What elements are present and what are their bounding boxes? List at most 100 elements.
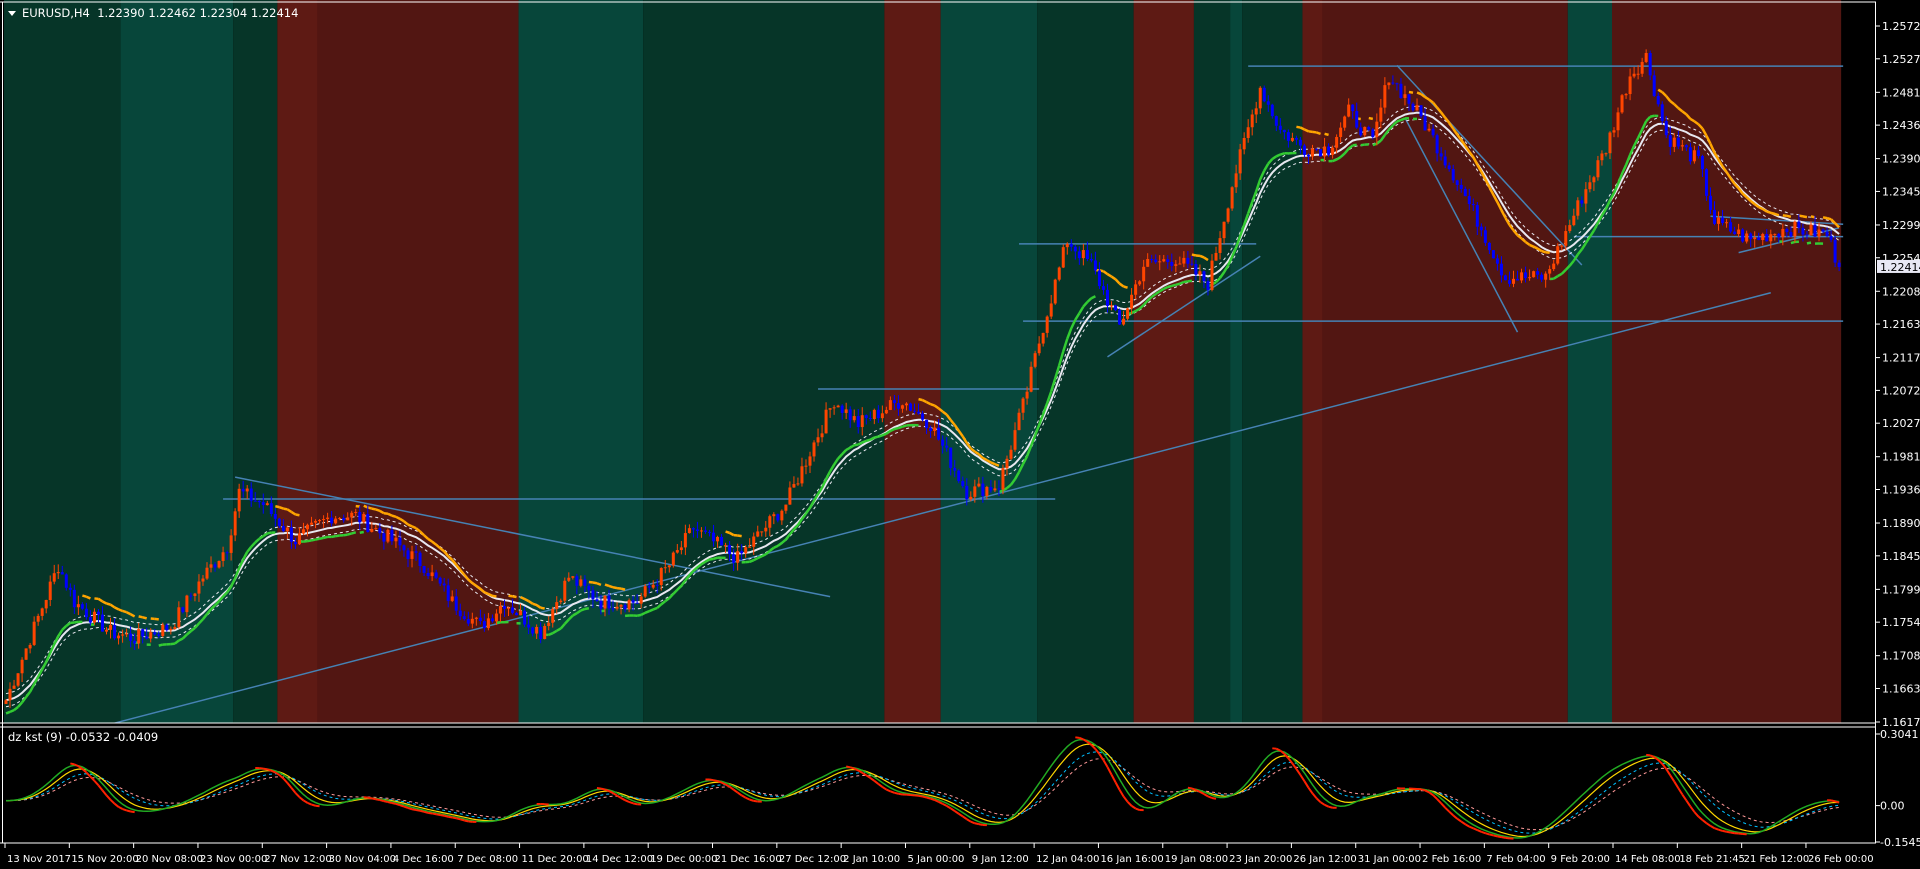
kst-red-segment: [274, 771, 280, 776]
trail-line-down: [82, 594, 87, 598]
trail-line-down: [487, 592, 493, 598]
dropdown-triangle-icon[interactable]: [8, 11, 16, 16]
trail-line-up: [1066, 327, 1073, 340]
trail-line-down: [1701, 127, 1708, 137]
candle-body: [1351, 104, 1355, 112]
indicator-name: dz kst (9): [8, 730, 63, 744]
trail-line-up: [17, 701, 24, 708]
kst-red-segment: [1505, 836, 1510, 840]
candle-body: [784, 504, 788, 511]
kst-red-segment: [709, 778, 714, 782]
trail-line-down: [524, 597, 530, 603]
candle-body: [88, 617, 92, 623]
candle-body: [1672, 137, 1676, 147]
candle-body: [125, 633, 129, 635]
candle-body: [820, 433, 824, 438]
kst-red-segment: [1118, 789, 1125, 797]
kst-red-segment: [958, 812, 964, 818]
trail-line-up: [556, 627, 562, 632]
candle-body: [1604, 153, 1608, 155]
candle-body: [551, 608, 555, 623]
candle-body: [840, 405, 844, 413]
candle-body: [1150, 258, 1154, 260]
candle-body: [1713, 209, 1716, 224]
trendline[interactable]: [1404, 117, 1519, 333]
trail-line-up: [1588, 229, 1595, 238]
candle-body: [788, 487, 792, 505]
trail-line-up: [680, 579, 687, 587]
candle-body: [358, 511, 362, 523]
candle-body: [482, 621, 486, 629]
trendline[interactable]: [234, 476, 831, 598]
candle-body: [1544, 273, 1548, 280]
trail-line-up: [9, 708, 15, 714]
kst-red-segment: [1082, 738, 1088, 743]
trail-line-up: [804, 507, 812, 515]
trail-line-up: [874, 435, 879, 439]
kst-red-segment: [1428, 791, 1434, 797]
candle-body: [454, 596, 458, 611]
kst-red-segment: [1207, 795, 1213, 799]
candle-body: [896, 403, 900, 409]
candle-body: [997, 488, 1001, 490]
kst-red-segment: [1701, 819, 1708, 824]
trail-line-up: [1400, 117, 1406, 122]
trail-line-up: [1360, 143, 1365, 147]
kst-red-segment: [464, 819, 469, 823]
trail-line-up: [246, 546, 253, 553]
candle-body: [1391, 82, 1395, 84]
kst-red-segment: [1275, 747, 1281, 752]
trendline[interactable]: [1710, 215, 1844, 225]
candle-body: [1600, 153, 1604, 161]
trail-line-up: [182, 633, 188, 640]
kst-red-segment: [608, 790, 614, 794]
kst-red-segment: [1718, 828, 1723, 832]
candle-body: [1411, 103, 1415, 111]
candle-body: [1266, 101, 1270, 105]
price-label: 1.22990: [1882, 219, 1920, 232]
trendline[interactable]: [1107, 255, 1261, 358]
time-label: 11 Dec 20:00: [522, 854, 589, 865]
trail-line-down: [471, 581, 478, 587]
trail-line-up: [74, 620, 79, 624]
candle-body: [591, 590, 595, 600]
kst-red-segment: [97, 784, 104, 791]
price-label: 1.17990: [1882, 583, 1920, 596]
trail-line-down: [1758, 206, 1764, 211]
candle-body: [1704, 169, 1708, 196]
time-label: 26 Jan 12:00: [1293, 854, 1356, 865]
trail-line-up: [796, 518, 804, 526]
trail-line-up: [788, 528, 795, 536]
time-label: 30 Nov 04:00: [329, 854, 396, 865]
candle-body: [289, 527, 293, 542]
candle-body: [1805, 234, 1809, 236]
trail-line-down: [1452, 128, 1459, 136]
trail-line-down: [451, 559, 458, 566]
candle-body: [434, 572, 438, 578]
candle-body: [965, 485, 969, 500]
trail-line-up: [1187, 279, 1193, 283]
candle-body: [957, 470, 961, 482]
candle-body: [1097, 270, 1101, 287]
trail-line-up: [769, 546, 775, 552]
candle-body: [1648, 53, 1652, 76]
trendlines[interactable]: [110, 64, 1844, 725]
candle-body: [1198, 271, 1202, 275]
trendline[interactable]: [110, 292, 1771, 725]
trail-line-up: [584, 606, 590, 611]
candle-body: [1833, 239, 1837, 263]
candle-body: [1487, 242, 1491, 251]
kst-red-segment: [894, 791, 899, 795]
candle-body: [261, 502, 265, 506]
candle-body: [486, 618, 490, 629]
kst-red-segment: [1669, 774, 1676, 783]
candle-body: [44, 599, 48, 609]
candle-body: [888, 400, 892, 410]
trail-line-up: [1572, 253, 1579, 262]
kst-red-segment: [749, 798, 755, 802]
candle-body: [808, 456, 812, 466]
candle-body: [1676, 137, 1680, 147]
kst-red-segment: [1476, 829, 1482, 833]
trail-line-up: [820, 478, 828, 489]
